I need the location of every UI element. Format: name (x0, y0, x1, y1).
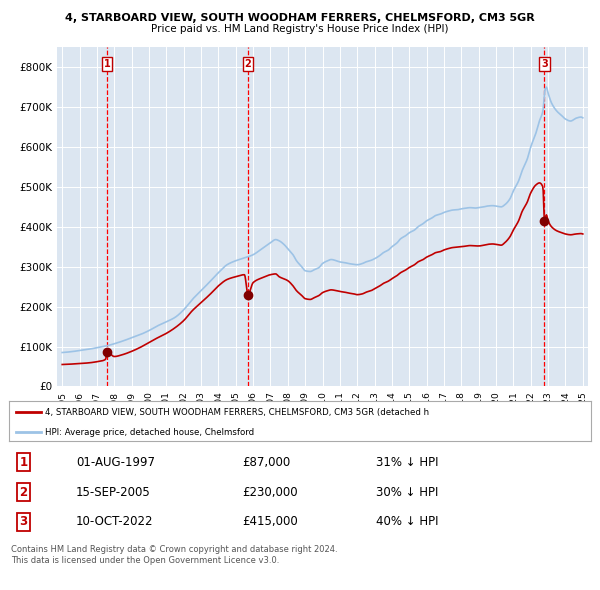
Text: 3: 3 (541, 59, 548, 69)
Text: 2: 2 (19, 486, 28, 499)
Text: 15-SEP-2005: 15-SEP-2005 (76, 486, 151, 499)
Text: £415,000: £415,000 (242, 515, 298, 528)
Text: 30% ↓ HPI: 30% ↓ HPI (376, 486, 438, 499)
Text: Price paid vs. HM Land Registry's House Price Index (HPI): Price paid vs. HM Land Registry's House … (151, 24, 449, 34)
Text: 1: 1 (19, 456, 28, 469)
Text: 4, STARBOARD VIEW, SOUTH WOODHAM FERRERS, CHELMSFORD, CM3 5GR: 4, STARBOARD VIEW, SOUTH WOODHAM FERRERS… (65, 13, 535, 23)
Text: 1: 1 (104, 59, 110, 69)
Text: HPI: Average price, detached house, Chelmsford: HPI: Average price, detached house, Chel… (45, 428, 254, 437)
Text: 3: 3 (19, 515, 28, 528)
Text: £230,000: £230,000 (242, 486, 298, 499)
Text: 4, STARBOARD VIEW, SOUTH WOODHAM FERRERS, CHELMSFORD, CM3 5GR (detached h: 4, STARBOARD VIEW, SOUTH WOODHAM FERRERS… (45, 408, 429, 417)
Text: 31% ↓ HPI: 31% ↓ HPI (376, 456, 438, 469)
Text: 10-OCT-2022: 10-OCT-2022 (76, 515, 154, 528)
Text: Contains HM Land Registry data © Crown copyright and database right 2024.
This d: Contains HM Land Registry data © Crown c… (11, 545, 337, 565)
Text: 01-AUG-1997: 01-AUG-1997 (76, 456, 155, 469)
Text: 2: 2 (245, 59, 251, 69)
Text: 40% ↓ HPI: 40% ↓ HPI (376, 515, 438, 528)
Text: £87,000: £87,000 (242, 456, 290, 469)
